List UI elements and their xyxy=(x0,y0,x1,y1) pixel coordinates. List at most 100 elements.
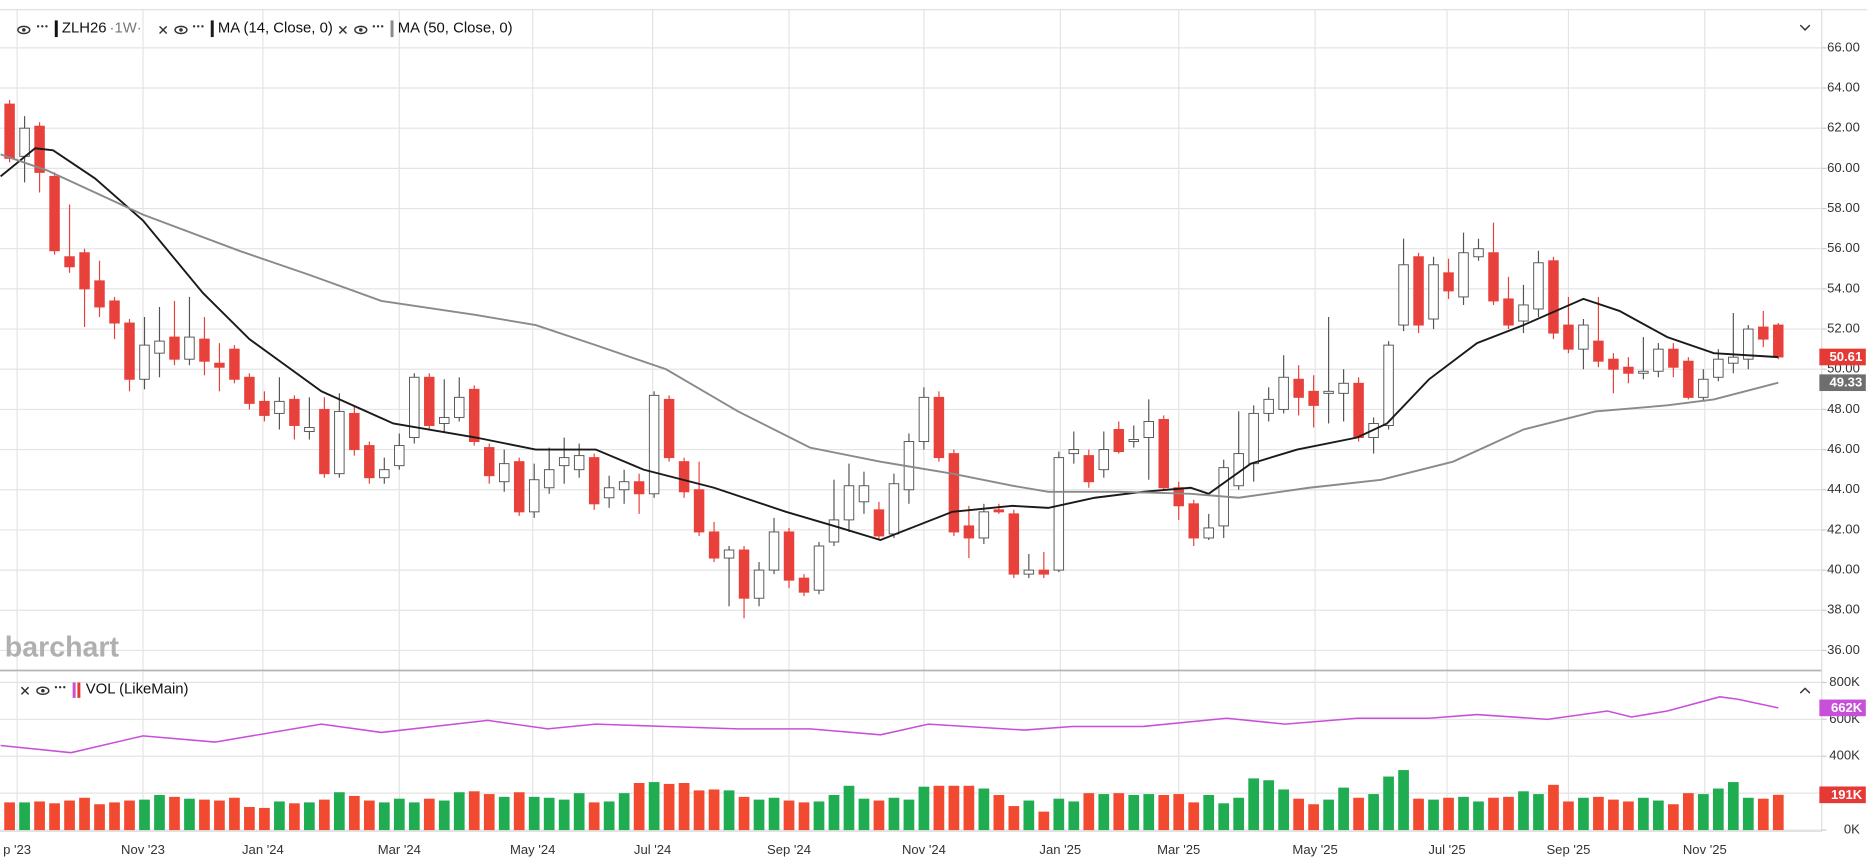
volume-bar xyxy=(693,790,705,831)
y-tick-label: 400K xyxy=(1829,748,1860,763)
volume-bar xyxy=(978,788,990,831)
menu-icon[interactable] xyxy=(54,685,66,689)
volume-bar xyxy=(648,782,660,831)
legend-label[interactable]: MA (14, Close, 0) xyxy=(218,21,333,37)
volume-bar xyxy=(19,802,30,831)
volume-bar xyxy=(1488,797,1499,831)
x-tick-label: p '23 xyxy=(3,842,31,857)
y-tick-label: 44.00 xyxy=(1827,481,1860,496)
candle-body xyxy=(933,396,945,459)
volume-bar xyxy=(1353,797,1364,831)
candle-body xyxy=(1503,298,1514,326)
eye-icon[interactable] xyxy=(36,686,50,696)
candle-body xyxy=(1353,382,1364,439)
y-tick-label: 58.00 xyxy=(1827,200,1860,215)
candle-body xyxy=(813,545,825,591)
candle-body xyxy=(1083,455,1095,483)
volume-bar xyxy=(1518,791,1529,831)
volume-bar xyxy=(319,799,330,831)
volume-bar xyxy=(1173,794,1185,831)
eye-icon[interactable] xyxy=(17,25,31,35)
volume-bar xyxy=(1443,797,1454,831)
volume-bar xyxy=(888,797,900,831)
volume-bar xyxy=(1113,793,1125,831)
symbol[interactable]: ZLH26 xyxy=(62,21,107,37)
candle-body xyxy=(394,445,405,467)
candle-body xyxy=(1473,248,1484,258)
candle-body xyxy=(1023,569,1035,575)
volume-bar xyxy=(1638,797,1649,831)
candle-body xyxy=(1593,340,1604,362)
candle-body xyxy=(349,412,360,451)
menu-icon[interactable] xyxy=(372,25,384,28)
candle-body xyxy=(498,463,510,483)
volume-bar xyxy=(4,802,15,831)
candle-body xyxy=(1248,412,1259,465)
menu-icon[interactable] xyxy=(36,25,48,28)
candle-body xyxy=(334,410,345,475)
x-tick-label: Mar '24 xyxy=(378,842,421,857)
legend-marker xyxy=(390,20,394,38)
volume-bar xyxy=(229,797,240,831)
close-icon[interactable] xyxy=(20,686,30,695)
volume-bar xyxy=(139,799,150,831)
legend-marker xyxy=(77,682,81,698)
volume-bar xyxy=(244,806,255,831)
volume-bar xyxy=(408,802,420,831)
volume-bar xyxy=(528,796,540,831)
candle-body xyxy=(828,519,840,543)
volume-bar xyxy=(1398,770,1409,831)
candle-body xyxy=(409,376,420,439)
volume-bar xyxy=(708,789,720,831)
volume-bar xyxy=(948,785,960,831)
eye-icon[interactable] xyxy=(354,25,368,35)
last-value-label: 49.33 xyxy=(1830,375,1863,390)
candle-body xyxy=(1458,252,1469,298)
candle-body xyxy=(304,427,315,432)
candle-body xyxy=(1173,487,1184,507)
volume-bar xyxy=(783,800,795,831)
candle-body xyxy=(738,549,750,599)
y-tick-label: 66.00 xyxy=(1827,39,1860,54)
volume-bar xyxy=(1188,802,1200,831)
watermark: barchart xyxy=(5,632,120,664)
candle-body xyxy=(1113,429,1125,453)
y-tick-label: 46.00 xyxy=(1827,441,1860,456)
close-icon[interactable] xyxy=(338,25,347,35)
interval[interactable]: ·1W· xyxy=(110,21,142,37)
y-tick-label: 38.00 xyxy=(1827,602,1860,617)
candle-body xyxy=(1728,356,1739,364)
candle-body xyxy=(648,394,660,495)
legend-label[interactable]: MA (50, Close, 0) xyxy=(398,21,513,37)
candle-body xyxy=(1548,260,1559,334)
eye-icon[interactable] xyxy=(174,25,188,35)
candle-body xyxy=(1488,252,1499,302)
volume-bar xyxy=(1128,794,1140,831)
x-tick-label: May '24 xyxy=(510,842,555,857)
candle-body xyxy=(918,396,930,443)
candle-body xyxy=(1128,439,1140,443)
volume-bar xyxy=(1278,789,1290,831)
candle-body xyxy=(184,336,195,360)
candle-body xyxy=(708,531,720,559)
volume-bar xyxy=(573,793,585,831)
candle-body xyxy=(1263,398,1274,414)
close-icon[interactable] xyxy=(159,25,168,35)
candle-body xyxy=(513,461,525,513)
candle-body xyxy=(319,408,330,475)
volume-bar xyxy=(1712,788,1724,831)
indicator-title[interactable]: VOL (LikeMain) xyxy=(86,682,189,698)
candle-body xyxy=(768,531,780,571)
candle-body xyxy=(1098,449,1110,471)
collapse-icon[interactable] xyxy=(1799,24,1811,31)
candle-body xyxy=(1323,390,1334,394)
last-value-box xyxy=(1819,374,1866,392)
volume-bar xyxy=(498,796,510,831)
candle-body xyxy=(1398,264,1409,326)
candle-body xyxy=(1578,324,1589,350)
candle-body xyxy=(379,469,390,479)
collapse-icon[interactable] xyxy=(1799,687,1811,694)
volume-bar xyxy=(828,794,840,831)
menu-icon[interactable] xyxy=(192,25,204,28)
last-value-label: 191K xyxy=(1831,787,1863,802)
